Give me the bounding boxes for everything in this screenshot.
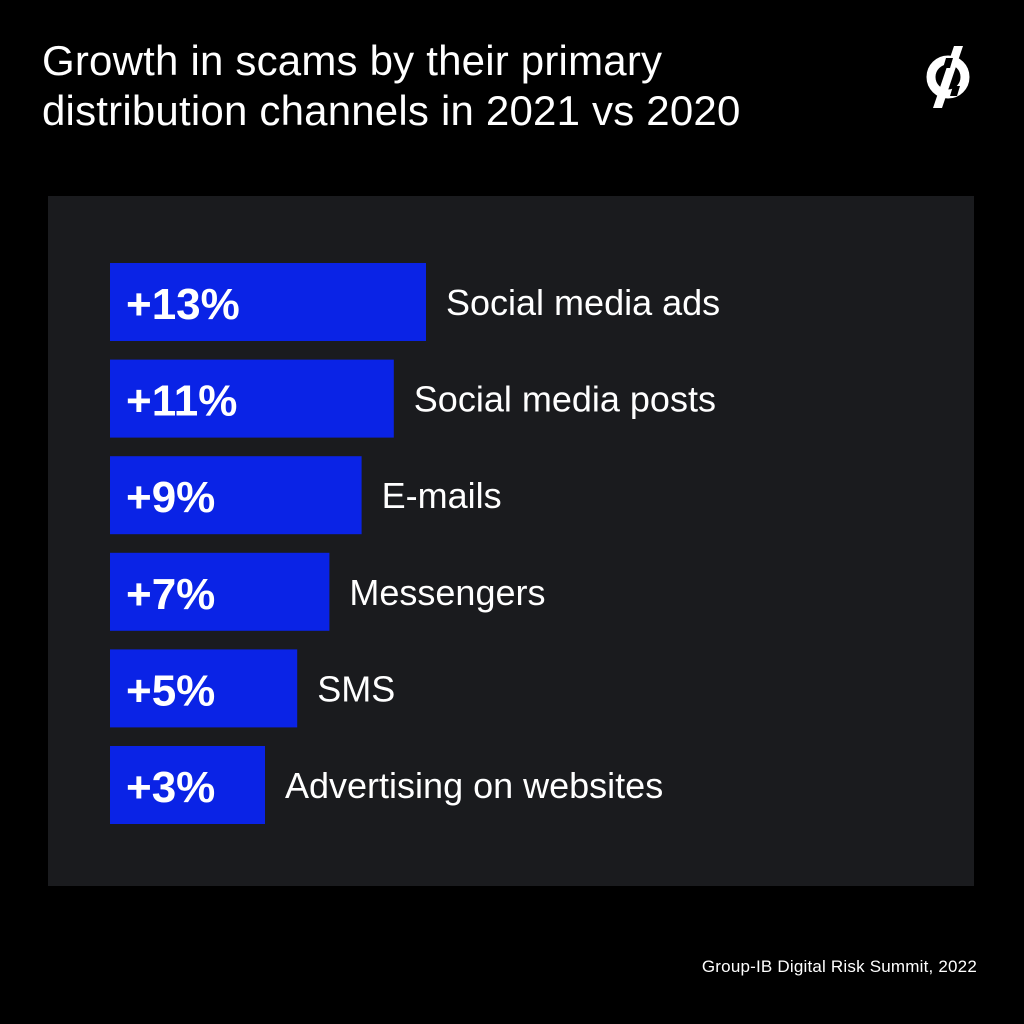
title-line-2: distribution channels in 2021 vs 2020 [42,87,741,134]
source-note: Group-IB Digital Risk Summit, 2022 [701,957,977,976]
bar-category-label-4: SMS [317,668,395,709]
bar-value-label-4: +5% [126,666,215,715]
bar-0 [110,263,426,341]
bar-3 [110,552,330,631]
bar-category-label-3: Messengers [349,572,545,613]
bar-category-label-5: Advertising on websites [285,765,663,806]
bar-value-label-0: +13% [126,280,240,329]
bar-2 [110,456,362,535]
chart-panel: +13% Social media ads +11% Social media pos… [48,196,974,886]
bar-1 [110,359,394,438]
bar-category-label-1: Social media posts [414,379,716,420]
title-line-1: Growth in scams by their primary [42,37,663,84]
bar-value-label-3: +7% [126,570,215,619]
group-ib-logo-icon [926,46,970,108]
bar-category-label-2: E-mails [382,475,502,516]
bar-chart: +13% Social media ads +11% Social media pos… [110,263,720,824]
bar-5 [110,746,265,824]
bar-value-label-1: +11% [126,377,237,426]
bar-4 [110,649,298,728]
bar-category-label-0: Social media ads [446,282,720,323]
chart-title: Growth in scams by their primary distrib… [42,36,862,136]
bar-value-label-5: +3% [126,763,215,812]
bar-value-label-2: +9% [126,473,215,522]
